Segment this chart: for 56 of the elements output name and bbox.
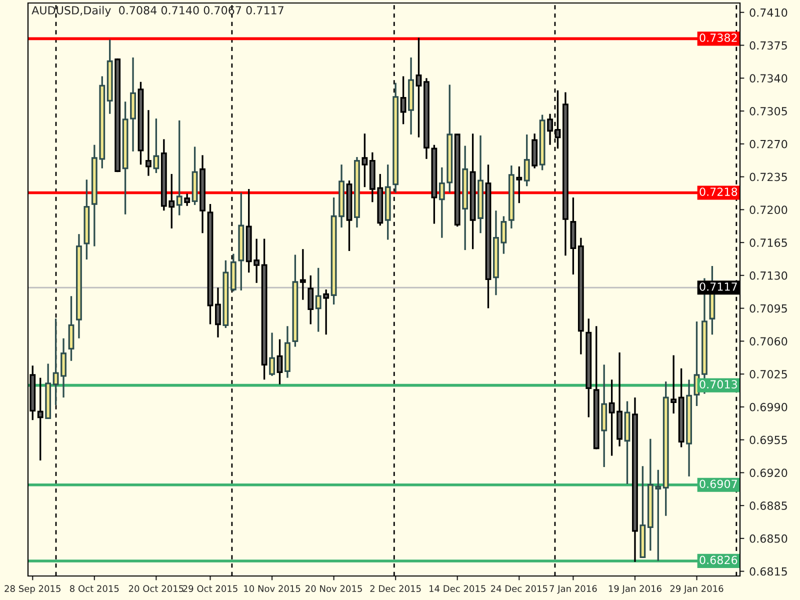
y-tick-label: 0.7235 [750, 172, 787, 182]
y-tick-label: 0.6850 [750, 534, 788, 543]
y-tick-label: 0.6815 [750, 567, 787, 576]
y-tick-label: 0.6955 [750, 436, 787, 444]
x-tick-label: 24 Dec 2015 [490, 585, 548, 592]
y-tick-label: 0.7340 [750, 74, 788, 83]
x-tick-label: 19 Jan 2016 [608, 585, 662, 594]
y-tick-label: 0.7095 [750, 304, 787, 313]
candlestick [153, 118, 160, 174]
x-tick-label: 29 Jan 2016 [670, 585, 724, 594]
x-tick-label: 2 Dec 2015 [370, 585, 421, 592]
ref-line-label: 0.6826 [700, 556, 738, 564]
ref-line-label: 0.7382 [700, 34, 737, 42]
x-tick-label: 10 Nov 2015 [244, 585, 300, 592]
candlestick [276, 338, 283, 386]
ref-line-label: 0.7117 [700, 282, 737, 291]
candlestick [37, 376, 44, 462]
candlestick [269, 332, 275, 377]
candlestick [300, 248, 306, 301]
y-tick-label: 0.7305 [750, 107, 787, 116]
candlestick [670, 354, 677, 414]
candlestick [416, 36, 422, 138]
candlestick [176, 120, 182, 216]
x-tick-label: 28 Sep 2015 [4, 585, 60, 594]
candlestick [400, 75, 406, 126]
ref-line-label: 0.7218 [700, 188, 738, 196]
candlestick [308, 274, 314, 326]
candlestick [323, 288, 330, 336]
candlestick [68, 295, 74, 362]
ref-line-label: 0.7013 [700, 380, 737, 389]
chart-title: AUDUSD,Daily 0.7084 0.7140 0.7067 0.7117 [32, 6, 284, 17]
x-tick-label: 20 Nov 2015 [306, 585, 362, 592]
candlestick [215, 286, 221, 338]
y-tick-label: 0.7270 [750, 140, 788, 148]
candlestick [184, 192, 190, 207]
y-tick-label: 0.7375 [750, 41, 787, 50]
y-tick-label: 0.6920 [750, 468, 788, 478]
y-tick-label: 0.7060 [750, 337, 788, 346]
y-tick-label: 0.7165 [750, 238, 787, 247]
y-tick-label: 0.7025 [750, 370, 787, 378]
x-tick-label: 8 Oct 2015 [70, 585, 119, 592]
x-tick-label: 14 Dec 2015 [430, 585, 486, 592]
candlestick [146, 109, 152, 177]
y-tick-label: 0.6990 [750, 402, 788, 412]
y-tick-label: 0.6885 [750, 502, 787, 510]
x-tick-label: 29 Oct 2015 [183, 585, 238, 592]
y-tick-label: 0.7200 [750, 206, 788, 214]
y-tick-label: 0.7130 [750, 271, 788, 280]
ref-line-label: 0.6907 [700, 480, 737, 488]
y-tick-label: 0.7410 [750, 8, 788, 17]
candlestick [362, 132, 368, 188]
x-tick-label: 20 Oct 2015 [128, 585, 184, 592]
x-tick-label: 7 Jan 2016 [550, 585, 597, 594]
candlestick [516, 166, 522, 204]
candlestick [524, 134, 530, 188]
candlestick [315, 267, 322, 333]
